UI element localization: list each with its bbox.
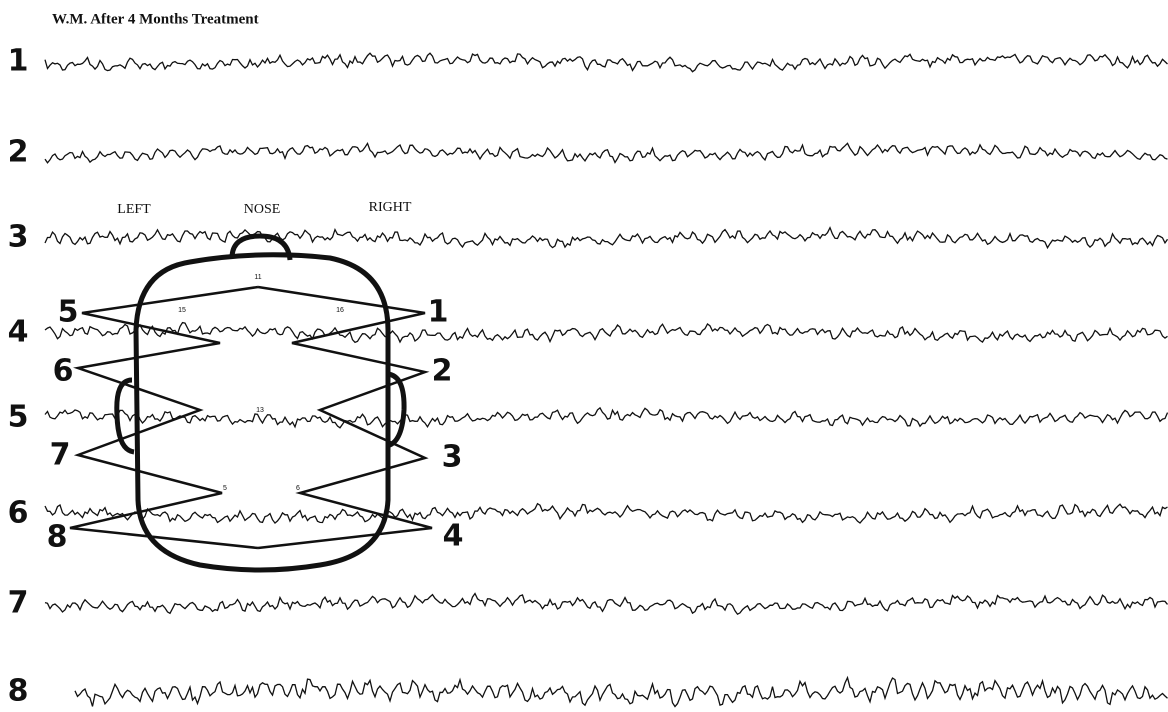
channel-label: 6 xyxy=(8,496,29,531)
electrode-label: 16 xyxy=(336,307,344,314)
left-lead: 8 xyxy=(47,520,68,555)
left-lead: 5 xyxy=(58,295,79,330)
eeg-trace xyxy=(45,53,1168,71)
eeg-trace xyxy=(45,504,1168,523)
right-lead: 2 xyxy=(432,354,453,389)
left-lead-wires xyxy=(70,287,258,548)
eeg-trace xyxy=(45,408,1168,428)
channel-label: 2 xyxy=(8,135,29,170)
right-lead: 3 xyxy=(442,440,463,475)
eeg-trace xyxy=(75,678,1168,707)
nose-label: NOSE xyxy=(244,202,281,217)
eeg-trace xyxy=(45,323,1168,343)
channel-label: 8 xyxy=(8,674,29,709)
left-ear xyxy=(117,380,134,452)
eeg-trace xyxy=(45,594,1168,615)
eeg-trace xyxy=(45,228,1168,248)
eeg-figure: W.M. After 4 Months Treatment 12345678 L… xyxy=(0,0,1168,712)
electrode-label: 6 xyxy=(296,485,300,492)
electrode-label: 15 xyxy=(178,307,186,314)
channel-label: 3 xyxy=(8,220,29,255)
figure-title: W.M. After 4 Months Treatment xyxy=(52,11,259,27)
right-label: RIGHT xyxy=(369,200,412,215)
left-label: LEFT xyxy=(117,202,151,217)
channel-label: 4 xyxy=(8,315,29,350)
eeg-trace xyxy=(45,143,1168,163)
left-lead: 7 xyxy=(50,438,71,473)
page: W.M. After 4 Months Treatment 12345678 L… xyxy=(0,0,1168,712)
right-lead: 4 xyxy=(443,519,464,554)
left-lead: 6 xyxy=(53,354,74,389)
channel-label: 7 xyxy=(8,586,29,621)
channel-label: 1 xyxy=(8,44,29,79)
electrode-label: 13 xyxy=(256,407,264,414)
electrode-label: 11 xyxy=(254,274,261,281)
right-lead: 1 xyxy=(428,295,449,330)
channel-label: 5 xyxy=(8,400,29,435)
electrode-label: 5 xyxy=(223,485,227,492)
right-lead-wires xyxy=(258,287,432,548)
